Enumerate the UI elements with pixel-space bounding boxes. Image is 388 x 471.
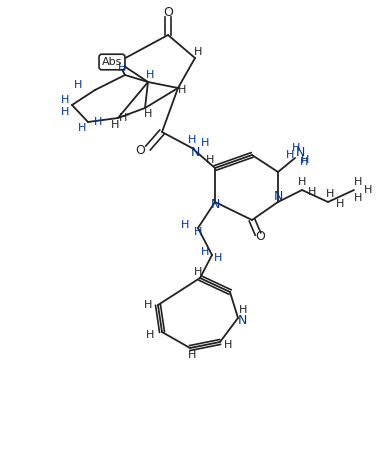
Text: H: H — [364, 185, 372, 195]
Text: H': H' — [119, 113, 131, 123]
Text: H: H — [188, 350, 196, 360]
Text: N: N — [190, 146, 200, 159]
Text: H: H — [111, 120, 119, 130]
Text: H: H — [181, 220, 189, 230]
Text: H: H — [144, 300, 152, 310]
Text: H: H — [146, 330, 154, 340]
Text: O: O — [255, 229, 265, 243]
Text: H: H — [94, 117, 102, 127]
Text: H: H — [300, 157, 308, 167]
Text: N: N — [210, 198, 220, 211]
Text: H: H — [298, 177, 306, 187]
Text: H: H — [206, 155, 214, 165]
Text: H: H — [194, 267, 202, 277]
Text: H: H — [188, 135, 196, 145]
Text: H: H — [74, 80, 82, 90]
Text: H: H — [354, 177, 362, 187]
Text: H: H — [118, 63, 126, 73]
Text: H: H — [144, 109, 152, 119]
Text: H: H — [146, 70, 154, 80]
Text: H: H — [78, 123, 86, 133]
Text: H: H — [178, 85, 186, 95]
Text: H: H — [194, 47, 202, 57]
Text: H: H — [336, 199, 344, 209]
Text: Abs: Abs — [102, 57, 122, 67]
Text: N: N — [295, 146, 305, 160]
Text: N: N — [237, 314, 247, 326]
Text: H: H — [194, 227, 202, 237]
Text: N: N — [273, 190, 283, 203]
Text: H: H — [201, 138, 209, 148]
Text: H: H — [286, 150, 294, 160]
Text: H: H — [239, 305, 247, 315]
Text: H: H — [61, 95, 69, 105]
Text: H: H — [301, 155, 309, 165]
Text: H: H — [201, 247, 209, 257]
Text: H: H — [224, 340, 232, 350]
Text: H: H — [354, 193, 362, 203]
Text: H: H — [326, 189, 334, 199]
Text: H: H — [308, 187, 316, 197]
Text: O: O — [135, 144, 145, 156]
Text: H: H — [292, 143, 300, 153]
Text: O: O — [163, 6, 173, 18]
Text: H: H — [61, 107, 69, 117]
Text: H: H — [214, 253, 222, 263]
